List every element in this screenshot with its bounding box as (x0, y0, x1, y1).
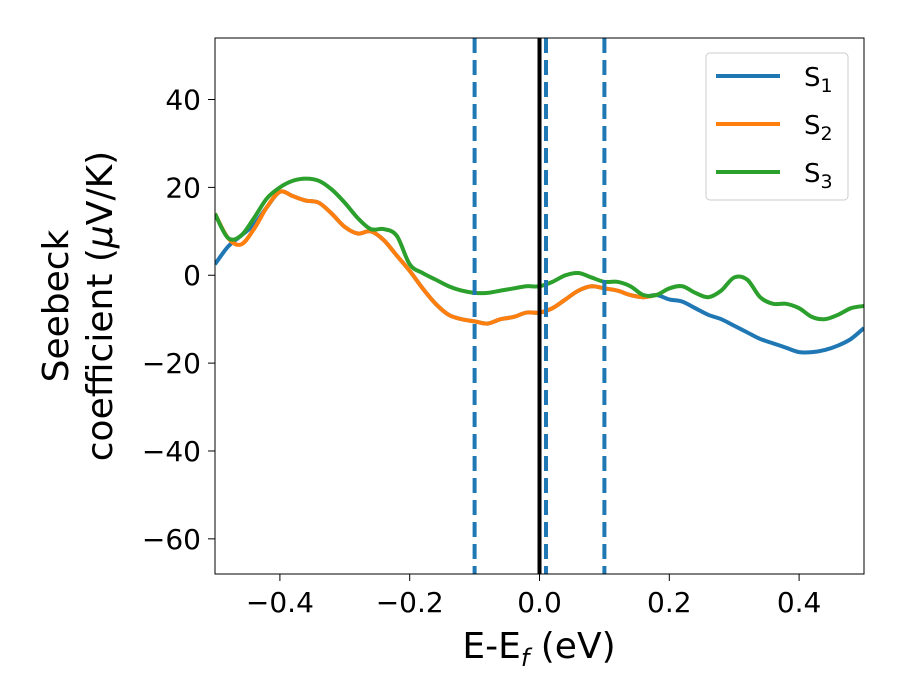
legend-label-s3-name: S (804, 159, 821, 189)
x-tick-label: 0.2 (647, 586, 692, 619)
series-line-s2 (215, 189, 657, 326)
legend-label-s1: S1 (804, 63, 833, 97)
y-tick-label: −40 (142, 435, 201, 468)
x-axis-title-unit: (eV) (529, 626, 615, 667)
legend-label-s3: S3 (804, 159, 833, 193)
x-tick-label: −0.4 (246, 586, 314, 619)
y-axis-title-line2: coefficient (μV/K) (80, 151, 121, 461)
x-axis-ticks: −0.4 −0.2 0.0 0.2 0.4 (246, 574, 821, 619)
y-axis-title-mu: μ (80, 225, 121, 249)
y-tick-label: −60 (142, 523, 201, 556)
legend-label-s2-name: S (804, 111, 821, 141)
legend-box (705, 52, 849, 201)
x-tick-label: 0.4 (777, 586, 822, 619)
y-tick-label: 40 (165, 84, 201, 117)
y-axis-ticks: −60 −40 −20 0 20 40 (142, 84, 215, 556)
legend-label-s1-sub: 1 (821, 75, 833, 97)
x-axis-title: E-Ef (eV) (462, 626, 615, 672)
y-axis-title-post: V/K) (80, 151, 121, 225)
legend-label-s2-sub: 2 (821, 123, 833, 145)
y-tick-label: 20 (165, 171, 201, 204)
vertical-lines-layer (472, 38, 607, 574)
x-axis-title-main: E-E (462, 626, 520, 667)
x-tick-label: −0.2 (376, 586, 444, 619)
legend-label-s2: S2 (804, 111, 833, 145)
x-tick-label: 0.0 (517, 586, 562, 619)
y-tick-label: 0 (183, 259, 201, 292)
y-axis-title-pre: coefficient ( (80, 248, 121, 461)
y-tick-label: −20 (142, 347, 201, 380)
y-axis-title: Seebeck coefficient (μV/K) (36, 151, 121, 461)
legend: S1 S2 S3 (705, 52, 849, 201)
y-axis-title-line1: Seebeck (36, 229, 77, 382)
legend-label-s1-name: S (804, 63, 821, 93)
legend-label-s3-sub: 3 (821, 171, 833, 193)
